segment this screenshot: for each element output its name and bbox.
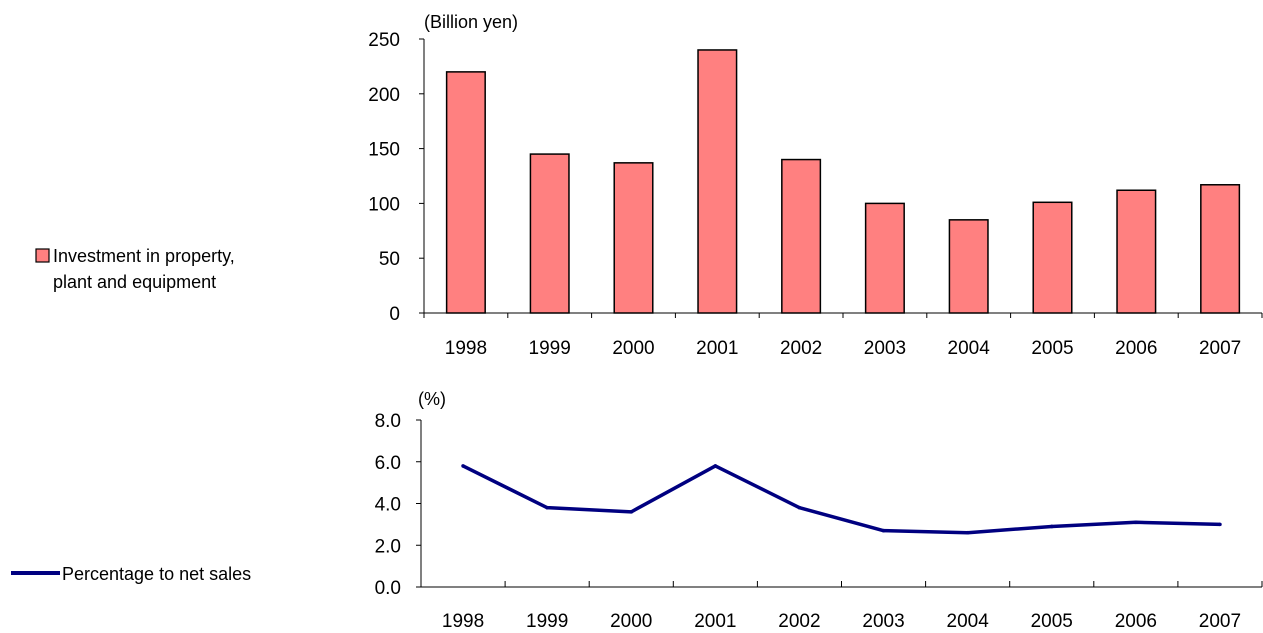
bar (613, 162, 654, 314)
bar-chart-y-axis: 0 50 100 150 200 250 (368, 30, 425, 325)
line-chart: (%) 0.0 2.0 4.0 6.0 8.0 1998 1999 2000 2001 2002… (11, 389, 1263, 632)
data-point (713, 464, 718, 468)
line-x-tick-label: 1999 (526, 611, 568, 632)
bar-chart-legend: Investment in property, plant and equipm… (35, 246, 235, 292)
data-point (461, 464, 465, 468)
bar (697, 49, 738, 314)
line-chart-x-axis: 1998 1999 2000 2001 2002 2003 2004 2005 2006 2007 (420, 581, 1263, 632)
bar (445, 71, 486, 314)
legend-label-percentage: Percentage to net sales (62, 564, 251, 584)
bar-y-tick-label: 100 (368, 194, 400, 215)
bar-x-tick-label: 2007 (1199, 338, 1241, 359)
legend-label-investment-line2: plant and equipment (53, 272, 216, 292)
bar-x-tick-label: 2000 (612, 338, 654, 359)
line-chart-y-axis: 0.0 2.0 4.0 6.0 8.0 (375, 411, 422, 599)
line-y-tick-label: 0.0 (375, 578, 401, 599)
bar-y-tick-label: 200 (368, 85, 400, 106)
bar (948, 219, 989, 314)
bar-chart: (Billion yen) 0 50 100 150 200 250 1998 1999 20… (35, 12, 1263, 359)
line-chart-series (461, 464, 1222, 535)
bar (864, 202, 905, 314)
bar-x-tick-label: 2004 (948, 338, 991, 359)
line-chart-unit-label: (%) (418, 389, 446, 409)
data-point (1134, 520, 1138, 525)
bar-x-tick-label: 2002 (780, 338, 822, 359)
line-y-tick-label: 8.0 (375, 411, 401, 432)
bar-y-tick-label: 250 (368, 30, 400, 51)
bar (529, 153, 570, 314)
data-point (797, 505, 802, 510)
bar-x-tick-label: 2006 (1115, 338, 1157, 359)
bar-y-tick-label: 0 (389, 304, 400, 325)
bar (1032, 201, 1073, 314)
data-point (1218, 522, 1222, 527)
data-point (965, 530, 970, 535)
bar-x-tick-label: 1998 (445, 338, 487, 359)
legend-label-investment-line1: Investment in property, (53, 246, 235, 266)
line-y-tick-label: 6.0 (375, 453, 401, 474)
data-point (545, 505, 549, 510)
line-x-tick-label: 2005 (1031, 611, 1073, 632)
line-x-tick-label: 2006 (1115, 611, 1157, 632)
bar-chart-x-axis: 1998 1999 2000 2001 2002 2003 2004 2005 2006 2007 (423, 312, 1263, 359)
bar-x-tick-label: 2005 (1031, 338, 1073, 359)
line-chart-legend: Percentage to net sales (11, 564, 251, 584)
series-line-percentage (462, 464, 1220, 535)
line-y-tick-label: 2.0 (375, 536, 401, 557)
legend-swatch-investment (35, 248, 50, 263)
bar-chart-unit-label: (Billion yen) (424, 12, 518, 32)
bar-x-tick-label: 2001 (696, 338, 738, 359)
line-y-tick-label: 4.0 (375, 495, 401, 516)
bar-x-tick-label: 2003 (864, 338, 906, 359)
data-point (1049, 524, 1054, 529)
bar (1200, 184, 1241, 314)
bar (781, 158, 822, 314)
line-x-tick-label: 2002 (778, 611, 820, 632)
data-point (881, 528, 886, 533)
bar-chart-bars (445, 49, 1241, 314)
line-x-tick-label: 2004 (947, 611, 990, 632)
line-x-tick-label: 2007 (1199, 611, 1241, 632)
line-x-tick-label: 1998 (442, 611, 484, 632)
line-x-tick-label: 2003 (862, 611, 904, 632)
bar (1116, 189, 1157, 314)
data-point (629, 510, 634, 514)
line-x-tick-label: 2000 (610, 611, 652, 632)
bar-x-tick-label: 1999 (529, 338, 571, 359)
bar-y-tick-label: 50 (379, 249, 400, 270)
line-x-tick-label: 2001 (694, 611, 736, 632)
bar-y-tick-label: 150 (368, 140, 400, 161)
